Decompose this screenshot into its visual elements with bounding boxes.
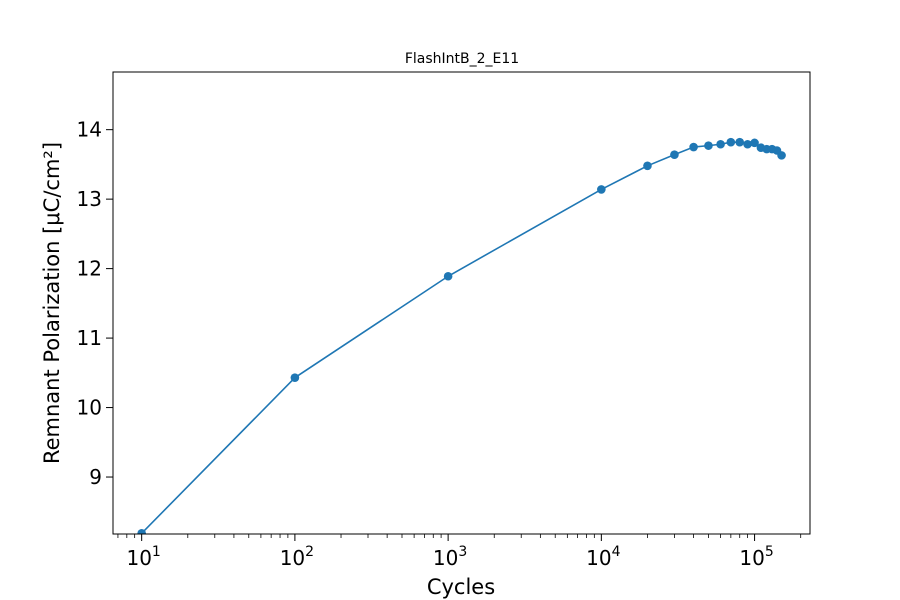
data-point	[443, 271, 453, 281]
x-tick-label: 103	[433, 544, 467, 570]
data-point	[670, 150, 679, 159]
y-axis: 9 10 11 12 13 14	[77, 118, 113, 489]
x-tick-label: 102	[280, 544, 314, 570]
y-tick-label: 9	[89, 465, 102, 489]
y-tick-label: 14	[77, 118, 102, 142]
y-axis-label: Remnant Polarization [μC/cm²]	[40, 142, 64, 464]
x-tick-label: 104	[586, 544, 620, 570]
data-point	[716, 139, 725, 149]
data-point	[137, 529, 146, 534]
data-point	[750, 138, 759, 148]
x-tick-label: 105	[739, 544, 773, 570]
data-point	[735, 137, 745, 147]
data-point	[290, 373, 300, 382]
y-tick-label: 13	[77, 187, 102, 211]
chart-title: FlashIntB_2_E11	[405, 51, 519, 67]
series-line	[141, 141, 783, 534]
y-tick-label: 12	[77, 257, 102, 281]
data-point	[743, 139, 752, 149]
data-point	[704, 141, 713, 150]
data-point	[726, 137, 736, 147]
data-point	[643, 161, 652, 171]
x-axis: 101 102 103 104 105	[117, 534, 802, 570]
data-point	[777, 151, 786, 160]
series-layer	[137, 137, 786, 534]
x-tick-label: 101	[126, 544, 160, 570]
x-axis-label: Cycles	[427, 575, 495, 599]
data-point	[597, 185, 606, 194]
data-point	[689, 142, 698, 152]
y-tick-label: 10	[77, 396, 102, 420]
series-0	[137, 137, 786, 534]
plot-frame	[112, 71, 811, 535]
y-tick-label: 11	[77, 326, 102, 350]
